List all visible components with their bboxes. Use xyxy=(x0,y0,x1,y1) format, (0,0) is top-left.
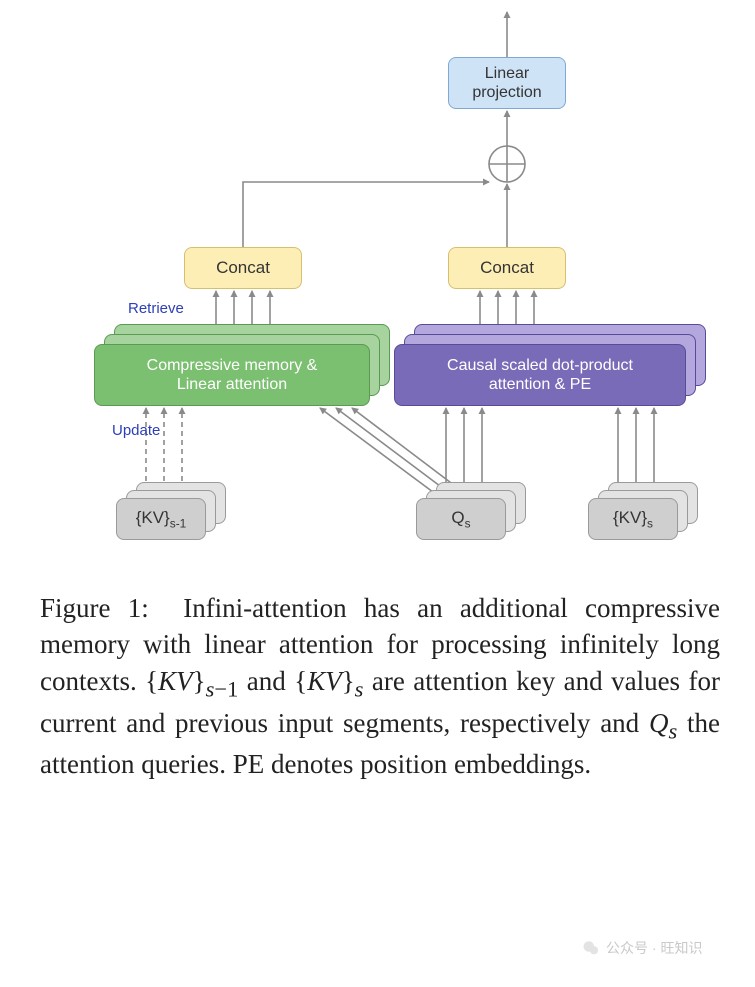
concat-left-label: Concat xyxy=(216,258,270,278)
concat-left-box: Concat xyxy=(184,247,302,289)
concat-right-box: Concat xyxy=(448,247,566,289)
qs-box: Qs xyxy=(416,498,506,540)
kv-cur-box: {KV}s xyxy=(588,498,678,540)
kv-prev-label: {KV}s-1 xyxy=(136,508,187,531)
concat-right-label: Concat xyxy=(480,258,534,278)
qs-label: Qs xyxy=(451,508,470,531)
update-label: Update xyxy=(112,422,160,439)
figure-caption: Figure 1: Infini-attention has an additi… xyxy=(40,590,720,783)
compressive-memory-label: Compressive memory & Linear attention xyxy=(147,356,318,394)
kv-prev-box: {KV}s-1 xyxy=(116,498,206,540)
kv-cur-label: {KV}s xyxy=(613,508,653,531)
watermark: 公众号 · 旺知识 xyxy=(582,938,702,958)
linear-projection-label: Linear projection xyxy=(472,64,541,102)
linear-projection-box: Linear projection xyxy=(448,57,566,109)
retrieve-label: Retrieve xyxy=(128,300,184,317)
compressive-memory-box: Compressive memory & Linear attention xyxy=(94,344,370,406)
causal-attention-box: Causal scaled dot-product attention & PE xyxy=(394,344,686,406)
watermark-text: 公众号 · 旺知识 xyxy=(606,938,702,958)
wechat-icon xyxy=(582,939,600,957)
causal-attention-label: Causal scaled dot-product attention & PE xyxy=(447,356,633,394)
